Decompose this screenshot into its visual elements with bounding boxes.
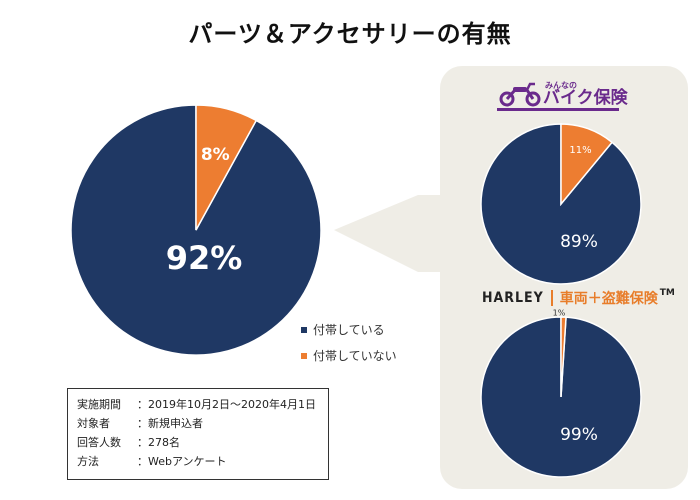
pie-label-attached: 99% (560, 425, 598, 445)
survey-key: 方法 (77, 455, 121, 468)
brand2-product: 車両＋盗難保険 (559, 291, 658, 307)
brand-minna-no-bike-hoken: みんなの バイク保険 (497, 81, 628, 107)
survey-row: 対象者 ：新規申込者 (77, 414, 319, 433)
survey-row: 実施期間 ：2019年10月2日〜2020年4月1日 (77, 395, 319, 414)
legend-swatch-orange (301, 352, 307, 359)
brand1-name: バイク保険 (543, 87, 628, 108)
pie-slice-not-attached (560, 123, 614, 207)
motorcycle-icon (499, 82, 541, 107)
brand-harley: HARLEY 車両＋盗難保険 TM (482, 288, 675, 308)
legend-item-attached: 付帯している (301, 321, 385, 338)
pie-slice-not-attached (195, 104, 258, 231)
survey-value: ：Webアンケート (137, 455, 227, 468)
survey-key: 回答人数 (77, 436, 121, 449)
brand1-underline (497, 108, 619, 111)
legend-swatch-navy (301, 326, 307, 333)
pie-label-not-attached: 8% (201, 145, 230, 165)
legend-item-not-attached: 付帯していない (301, 347, 397, 364)
survey-value: ：2019年10月2日〜2020年4月1日 (137, 398, 316, 411)
survey-value: ：278名 (137, 436, 180, 449)
brand2-divider (550, 290, 553, 306)
chart-title: パーツ＆アクセサリーの有無 (188, 20, 512, 48)
survey-row: 回答人数 ：278名 (77, 433, 319, 452)
survey-info-box: 実施期間 ：2019年10月2日〜2020年4月1日 対象者 ：新規申込者 回答人… (67, 388, 329, 480)
legend-label-not-attached: 付帯していない (313, 349, 397, 363)
survey-key: 対象者 (77, 417, 121, 430)
callout-connector (334, 195, 440, 272)
pie-label-not-attached: 1% (553, 309, 566, 318)
survey-key: 実施期間 (77, 398, 121, 411)
pie-slice-not-attached (560, 316, 567, 398)
legend-label-attached: 付帯している (313, 323, 385, 337)
brand2-trademark: TM (659, 288, 675, 298)
brand2-name: HARLEY (482, 290, 544, 306)
pie-label-attached: 89% (560, 232, 598, 252)
survey-row: 方法 ：Webアンケート (77, 452, 319, 471)
pie-label-attached: 92% (166, 239, 243, 277)
pie-label-not-attached: 11% (569, 145, 591, 156)
survey-value: ：新規申込者 (137, 417, 203, 430)
brand1-small-text: みんなの (545, 80, 577, 90)
